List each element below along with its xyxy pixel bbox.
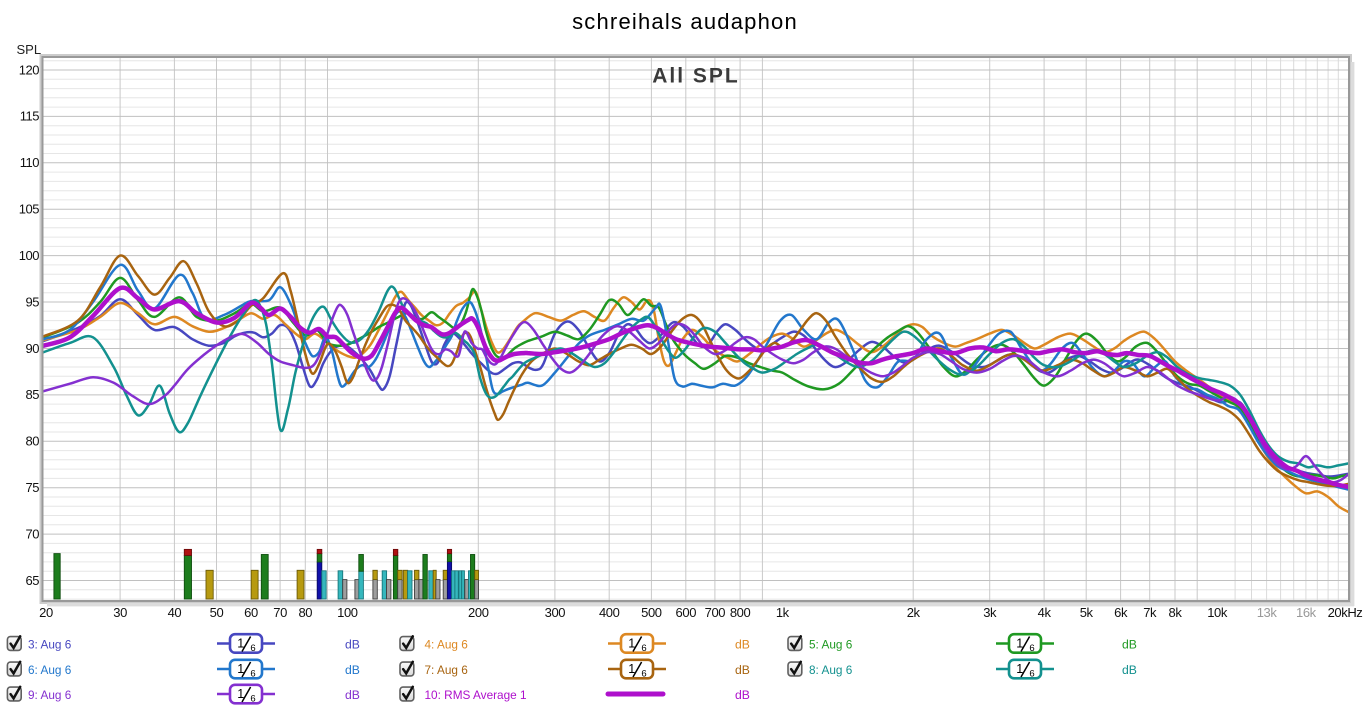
svg-text:5: Aug 6: 5: Aug 6 <box>809 638 853 652</box>
svg-text:60: 60 <box>244 605 258 620</box>
svg-text:1: 1 <box>237 637 244 651</box>
svg-text:6k: 6k <box>1114 605 1128 620</box>
svg-text:6: 6 <box>1029 643 1034 654</box>
svg-text:9: Aug 6: 9: Aug 6 <box>28 688 72 702</box>
svg-text:6: 6 <box>250 669 255 680</box>
svg-text:6: 6 <box>641 643 646 654</box>
svg-text:6: Aug 6: 6: Aug 6 <box>28 663 72 677</box>
svg-text:40: 40 <box>168 605 182 620</box>
svg-text:8: Aug 6: 8: Aug 6 <box>809 663 853 677</box>
svg-text:100: 100 <box>337 605 358 620</box>
svg-text:schreihals audaphon: schreihals audaphon <box>572 9 798 34</box>
svg-text:7: Aug 6: 7: Aug 6 <box>425 663 469 677</box>
svg-text:10k: 10k <box>1207 605 1228 620</box>
svg-text:100: 100 <box>19 248 39 263</box>
svg-text:4k: 4k <box>1038 605 1052 620</box>
svg-text:600: 600 <box>676 605 697 620</box>
svg-text:dB: dB <box>735 638 750 652</box>
svg-text:115: 115 <box>20 109 39 124</box>
svg-text:4: Aug 6: 4: Aug 6 <box>425 638 469 652</box>
svg-text:1: 1 <box>237 662 244 676</box>
svg-text:50: 50 <box>210 605 224 620</box>
svg-text:30: 30 <box>113 605 127 620</box>
svg-text:8k: 8k <box>1169 605 1183 620</box>
svg-text:105: 105 <box>19 202 39 217</box>
svg-text:1: 1 <box>1016 662 1023 676</box>
svg-text:85: 85 <box>26 387 40 402</box>
svg-text:1: 1 <box>237 687 244 701</box>
svg-text:95: 95 <box>26 294 40 309</box>
svg-text:1: 1 <box>628 637 635 651</box>
svg-text:5k: 5k <box>1080 605 1094 620</box>
svg-text:dB: dB <box>345 638 360 652</box>
svg-text:6: 6 <box>1029 669 1034 680</box>
svg-text:3: Aug 6: 3: Aug 6 <box>28 638 72 652</box>
svg-text:1k: 1k <box>776 605 790 620</box>
svg-text:6: 6 <box>250 643 255 654</box>
svg-text:90: 90 <box>26 341 40 356</box>
svg-text:20: 20 <box>39 605 53 620</box>
svg-text:13k: 13k <box>1257 605 1278 620</box>
svg-text:6: 6 <box>250 694 255 705</box>
svg-text:1: 1 <box>1016 637 1023 651</box>
svg-text:7k: 7k <box>1143 605 1157 620</box>
svg-text:dB: dB <box>1122 638 1137 652</box>
svg-text:300: 300 <box>545 605 566 620</box>
svg-text:500: 500 <box>641 605 662 620</box>
svg-text:SPL: SPL <box>17 42 42 57</box>
svg-text:1: 1 <box>628 662 635 676</box>
svg-text:120: 120 <box>19 62 39 77</box>
svg-text:dB: dB <box>735 688 750 702</box>
svg-text:10: RMS Average 1: 10: RMS Average 1 <box>425 688 527 702</box>
svg-text:3k: 3k <box>983 605 997 620</box>
svg-text:dB: dB <box>735 663 750 677</box>
svg-text:800: 800 <box>730 605 751 620</box>
svg-text:dB: dB <box>345 688 360 702</box>
svg-text:200: 200 <box>468 605 489 620</box>
svg-text:2k: 2k <box>907 605 921 620</box>
svg-text:70: 70 <box>273 605 287 620</box>
svg-text:80: 80 <box>298 605 312 620</box>
svg-text:65: 65 <box>26 573 40 588</box>
svg-text:75: 75 <box>26 480 40 495</box>
svg-text:700: 700 <box>705 605 726 620</box>
svg-text:All SPL: All SPL <box>652 65 740 88</box>
svg-text:20kHz: 20kHz <box>1328 605 1363 620</box>
svg-text:70: 70 <box>26 526 40 541</box>
svg-text:6: 6 <box>641 669 646 680</box>
svg-text:110: 110 <box>20 155 39 170</box>
svg-text:400: 400 <box>599 605 620 620</box>
svg-text:dB: dB <box>345 663 360 677</box>
svg-text:16k: 16k <box>1296 605 1317 620</box>
svg-text:80: 80 <box>26 434 40 449</box>
svg-text:dB: dB <box>1122 663 1137 677</box>
